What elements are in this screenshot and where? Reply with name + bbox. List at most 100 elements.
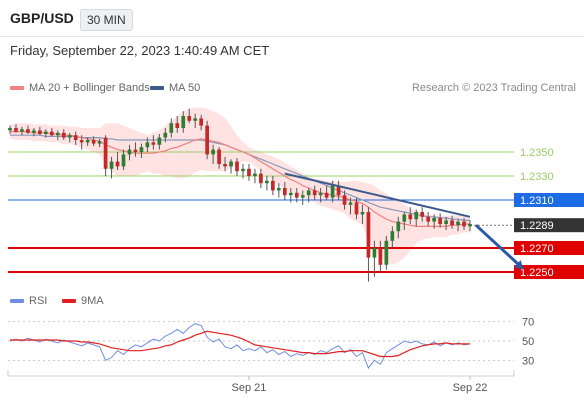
forecast-arrow-head — [514, 260, 524, 270]
candle-1 — [14, 128, 18, 132]
candle-31 — [193, 118, 198, 121]
candle-24 — [151, 142, 156, 145]
candle-5 — [38, 130, 42, 134]
rsi-series-rsi — [9, 323, 471, 370]
legend-swatch-ma20 — [10, 86, 24, 91]
legend-rsi: RSI — [10, 295, 47, 307]
candle-2 — [20, 129, 24, 132]
candle-60 — [366, 212, 371, 258]
candle-17 — [109, 161, 114, 169]
candle-69 — [420, 212, 425, 217]
legend-swatch-rsi — [10, 299, 24, 304]
legend-swatch-9ma — [62, 299, 76, 304]
candle-59 — [360, 212, 365, 215]
candle-63 — [384, 240, 389, 265]
candle-29 — [181, 116, 186, 128]
time-tick-label-0: Sep 21 — [232, 382, 267, 394]
candle-19 — [121, 154, 126, 167]
candle-45 — [276, 188, 281, 191]
candle-73 — [444, 220, 448, 224]
candle-61 — [372, 248, 377, 258]
candle-52 — [318, 192, 323, 196]
candle-22 — [139, 147, 144, 152]
level-tag-2 — [514, 193, 584, 207]
candle-76 — [462, 221, 466, 227]
candle-58 — [354, 202, 359, 215]
candle-0 — [8, 128, 12, 131]
candle-42 — [259, 173, 263, 184]
candle-27 — [169, 123, 174, 133]
candle-36 — [223, 164, 227, 167]
level-tag-4 — [514, 241, 584, 255]
time-tick-label-1: Sep 22 — [453, 382, 488, 394]
candle-7 — [49, 131, 54, 136]
candle-14 — [91, 140, 96, 144]
pair-title: GBP/USD — [10, 10, 74, 26]
candle-26 — [163, 132, 168, 138]
candle-13 — [85, 140, 90, 143]
rsi-tick-50: 50 — [522, 336, 534, 348]
candle-4 — [32, 130, 36, 133]
candle-34 — [211, 149, 215, 155]
legend-ma50: MA 50 — [150, 82, 200, 94]
candle-72 — [438, 218, 442, 224]
legend-label-ma50: MA 50 — [169, 82, 201, 94]
candle-41 — [253, 173, 257, 176]
legend-swatch-ma50 — [150, 86, 164, 91]
candle-38 — [235, 161, 239, 172]
candle-16 — [103, 137, 108, 169]
chart-datetime: Friday, September 22, 2023 1:40:49 AM CE… — [10, 43, 270, 58]
level-label-3: 1.2289 — [520, 220, 554, 232]
candle-71 — [432, 218, 437, 222]
candle-66 — [402, 214, 407, 222]
candle-12 — [79, 140, 84, 143]
candle-67 — [408, 214, 413, 220]
candle-55 — [336, 185, 341, 196]
candle-68 — [414, 212, 419, 220]
candle-25 — [157, 137, 162, 145]
candle-39 — [241, 168, 245, 172]
candle-53 — [324, 192, 329, 198]
candle-51 — [312, 190, 317, 196]
candle-28 — [175, 123, 180, 128]
timeframe-button[interactable]: 30 MIN — [80, 9, 133, 31]
level-label-5: 1.2250 — [520, 267, 554, 279]
credit-text: Research © 2023 Trading Central — [411, 82, 576, 94]
level-tag-5 — [514, 265, 584, 279]
candle-74 — [450, 220, 454, 226]
candle-43 — [265, 180, 269, 184]
candle-15 — [97, 141, 102, 144]
candle-44 — [271, 180, 275, 191]
candle-77 — [468, 224, 472, 227]
rsi-panel: 70 50 30 — [8, 317, 534, 370]
bollinger-band — [10, 107, 470, 265]
candle-62 — [378, 248, 383, 265]
candle-75 — [456, 221, 460, 226]
candle-37 — [229, 161, 233, 167]
legend-9ma: 9MA — [62, 295, 104, 307]
candle-35 — [217, 149, 221, 164]
candle-48 — [294, 192, 299, 198]
trendline — [284, 172, 471, 218]
header-divider — [0, 36, 584, 37]
candle-54 — [330, 185, 335, 198]
candle-64 — [390, 231, 395, 241]
candle-57 — [348, 202, 353, 205]
time-axis: Sep 21 Sep 22 — [7, 370, 515, 394]
rsi-tick-70: 70 — [522, 317, 534, 329]
candle-30 — [187, 116, 192, 121]
rsi-tick-30: 30 — [522, 355, 534, 367]
candle-50 — [306, 190, 311, 196]
candle-20 — [127, 149, 132, 155]
level-label-0: 1.2350 — [520, 147, 554, 159]
level-label-2: 1.2310 — [520, 195, 554, 207]
candle-21 — [133, 149, 138, 152]
legend-label-9ma: 9MA — [81, 295, 104, 307]
candle-8 — [55, 132, 60, 136]
candle-10 — [67, 135, 72, 138]
legend-label-rsi: RSI — [29, 295, 48, 307]
candle-18 — [115, 161, 120, 167]
legend-label-ma20: MA 20 + Bollinger Bands — [29, 82, 150, 94]
candle-70 — [426, 216, 431, 222]
